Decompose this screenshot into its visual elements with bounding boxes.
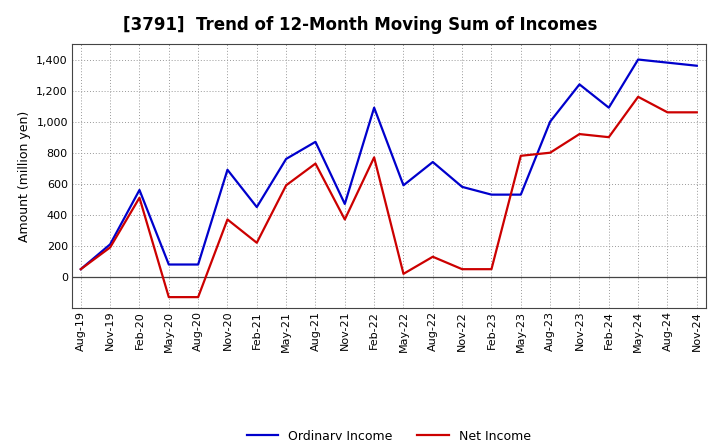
Net Income bbox=[399, 271, 408, 276]
Text: [3791]  Trend of 12-Month Moving Sum of Incomes: [3791] Trend of 12-Month Moving Sum of I… bbox=[122, 16, 597, 34]
Ordinary Income bbox=[663, 60, 672, 65]
Ordinary Income bbox=[341, 202, 349, 207]
Ordinary Income bbox=[106, 242, 114, 247]
Ordinary Income bbox=[634, 57, 642, 62]
Net Income bbox=[341, 217, 349, 222]
Net Income bbox=[693, 110, 701, 115]
Net Income bbox=[605, 135, 613, 140]
Net Income bbox=[370, 155, 379, 160]
Net Income bbox=[76, 267, 85, 272]
Ordinary Income bbox=[135, 187, 144, 193]
Line: Net Income: Net Income bbox=[81, 97, 697, 297]
Net Income bbox=[194, 294, 202, 300]
Ordinary Income bbox=[253, 205, 261, 210]
Y-axis label: Amount (million yen): Amount (million yen) bbox=[18, 110, 31, 242]
Legend: Ordinary Income, Net Income: Ordinary Income, Net Income bbox=[242, 425, 536, 440]
Net Income bbox=[546, 150, 554, 155]
Ordinary Income bbox=[164, 262, 173, 267]
Ordinary Income bbox=[487, 192, 496, 197]
Ordinary Income bbox=[311, 139, 320, 144]
Net Income bbox=[634, 94, 642, 99]
Net Income bbox=[223, 217, 232, 222]
Net Income bbox=[575, 132, 584, 137]
Ordinary Income bbox=[575, 82, 584, 87]
Ordinary Income bbox=[458, 184, 467, 190]
Ordinary Income bbox=[605, 105, 613, 110]
Net Income bbox=[253, 240, 261, 246]
Line: Ordinary Income: Ordinary Income bbox=[81, 59, 697, 269]
Net Income bbox=[458, 267, 467, 272]
Ordinary Income bbox=[194, 262, 202, 267]
Ordinary Income bbox=[282, 156, 290, 161]
Ordinary Income bbox=[693, 63, 701, 68]
Net Income bbox=[282, 183, 290, 188]
Net Income bbox=[106, 245, 114, 250]
Ordinary Income bbox=[76, 267, 85, 272]
Net Income bbox=[428, 254, 437, 260]
Net Income bbox=[311, 161, 320, 166]
Net Income bbox=[135, 195, 144, 200]
Net Income bbox=[516, 153, 525, 158]
Net Income bbox=[663, 110, 672, 115]
Net Income bbox=[164, 294, 173, 300]
Ordinary Income bbox=[546, 119, 554, 124]
Ordinary Income bbox=[516, 192, 525, 197]
Ordinary Income bbox=[223, 167, 232, 172]
Ordinary Income bbox=[399, 183, 408, 188]
Ordinary Income bbox=[370, 105, 379, 110]
Net Income bbox=[487, 267, 496, 272]
Ordinary Income bbox=[428, 159, 437, 165]
